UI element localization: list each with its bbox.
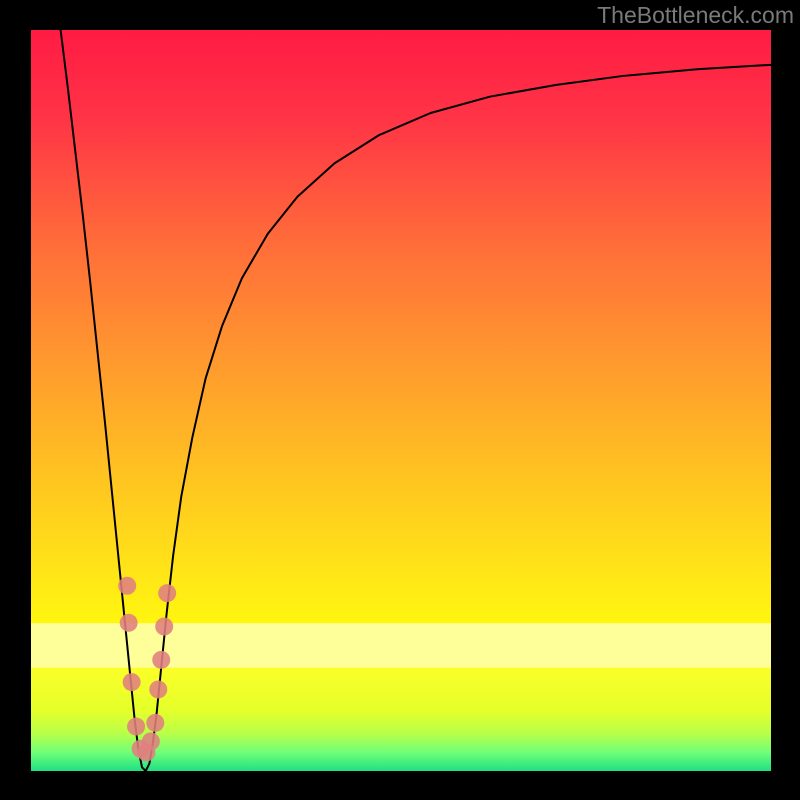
marker-point	[152, 651, 170, 669]
marker-point	[155, 618, 173, 636]
marker-point	[158, 584, 176, 602]
marker-point	[146, 714, 164, 732]
marker-point	[149, 680, 167, 698]
marker-point	[142, 732, 160, 750]
curve-layer	[31, 30, 771, 771]
plot-area	[31, 30, 771, 771]
marker-point	[118, 577, 136, 595]
marker-point	[127, 718, 145, 736]
marker-point	[123, 673, 141, 691]
chart-container: TheBottleneck.com	[0, 0, 800, 800]
watermark-text: TheBottleneck.com	[597, 2, 794, 29]
marker-point	[120, 614, 138, 632]
